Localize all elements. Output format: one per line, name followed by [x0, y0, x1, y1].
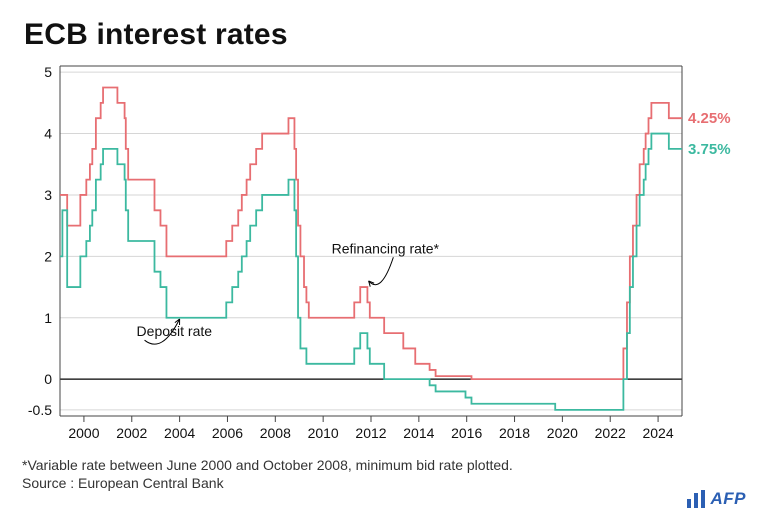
annotation-arrow-0 [369, 257, 394, 284]
afp-logo-bars [687, 490, 705, 508]
svg-text:2014: 2014 [403, 425, 434, 441]
svg-text:2012: 2012 [355, 425, 386, 441]
footnote: *Variable rate between June 2000 and Oct… [22, 456, 746, 475]
svg-text:2: 2 [44, 248, 52, 264]
svg-text:2008: 2008 [260, 425, 291, 441]
svg-text:4: 4 [44, 126, 52, 142]
svg-text:2000: 2000 [68, 425, 99, 441]
svg-text:1: 1 [44, 310, 52, 326]
svg-text:5: 5 [44, 64, 52, 80]
svg-text:-0.5: -0.5 [28, 402, 52, 418]
svg-text:3: 3 [44, 187, 52, 203]
svg-text:2016: 2016 [451, 425, 482, 441]
chart-area: 2000200220042006200820102012201420162018… [22, 60, 746, 446]
svg-text:2024: 2024 [642, 425, 673, 441]
annotation-text-0: Refinancing rate* [332, 240, 440, 256]
svg-text:0: 0 [44, 371, 52, 387]
series-end-label-1: 3.75% [688, 141, 731, 158]
afp-logo: AFP [687, 489, 747, 509]
svg-text:2004: 2004 [164, 425, 195, 441]
svg-text:2006: 2006 [212, 425, 243, 441]
series-end-label-0: 4.25% [688, 110, 731, 127]
chart-svg: 2000200220042006200820102012201420162018… [22, 60, 746, 446]
svg-text:2002: 2002 [116, 425, 147, 441]
series-line-1 [60, 134, 682, 410]
source-line: Source : European Central Bank [22, 475, 746, 491]
root: ECB interest rates 2000 2002 2004 2006 2008 2… [0, 0, 768, 527]
svg-text:2018: 2018 [499, 425, 530, 441]
chart-title: ECB interest rates [24, 18, 746, 52]
afp-logo-text: AFP [711, 489, 747, 509]
svg-text:2022: 2022 [595, 425, 626, 441]
annotation-text-1: Deposit rate [137, 323, 213, 339]
svg-text:2020: 2020 [547, 425, 578, 441]
svg-text:2010: 2010 [308, 425, 339, 441]
